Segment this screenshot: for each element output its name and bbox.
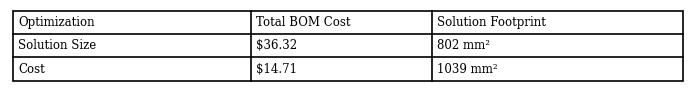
Text: Solution Size: Solution Size	[18, 39, 96, 52]
Text: 802 mm²: 802 mm²	[438, 39, 491, 52]
Text: Optimization: Optimization	[18, 16, 95, 29]
Text: $14.71: $14.71	[256, 63, 297, 76]
Text: Total BOM Cost: Total BOM Cost	[256, 16, 351, 29]
Text: $36.32: $36.32	[256, 39, 297, 52]
Text: 1039 mm²: 1039 mm²	[438, 63, 498, 76]
Text: Solution Footprint: Solution Footprint	[438, 16, 546, 29]
Bar	[13, 11, 683, 81]
Text: Cost: Cost	[18, 63, 45, 76]
